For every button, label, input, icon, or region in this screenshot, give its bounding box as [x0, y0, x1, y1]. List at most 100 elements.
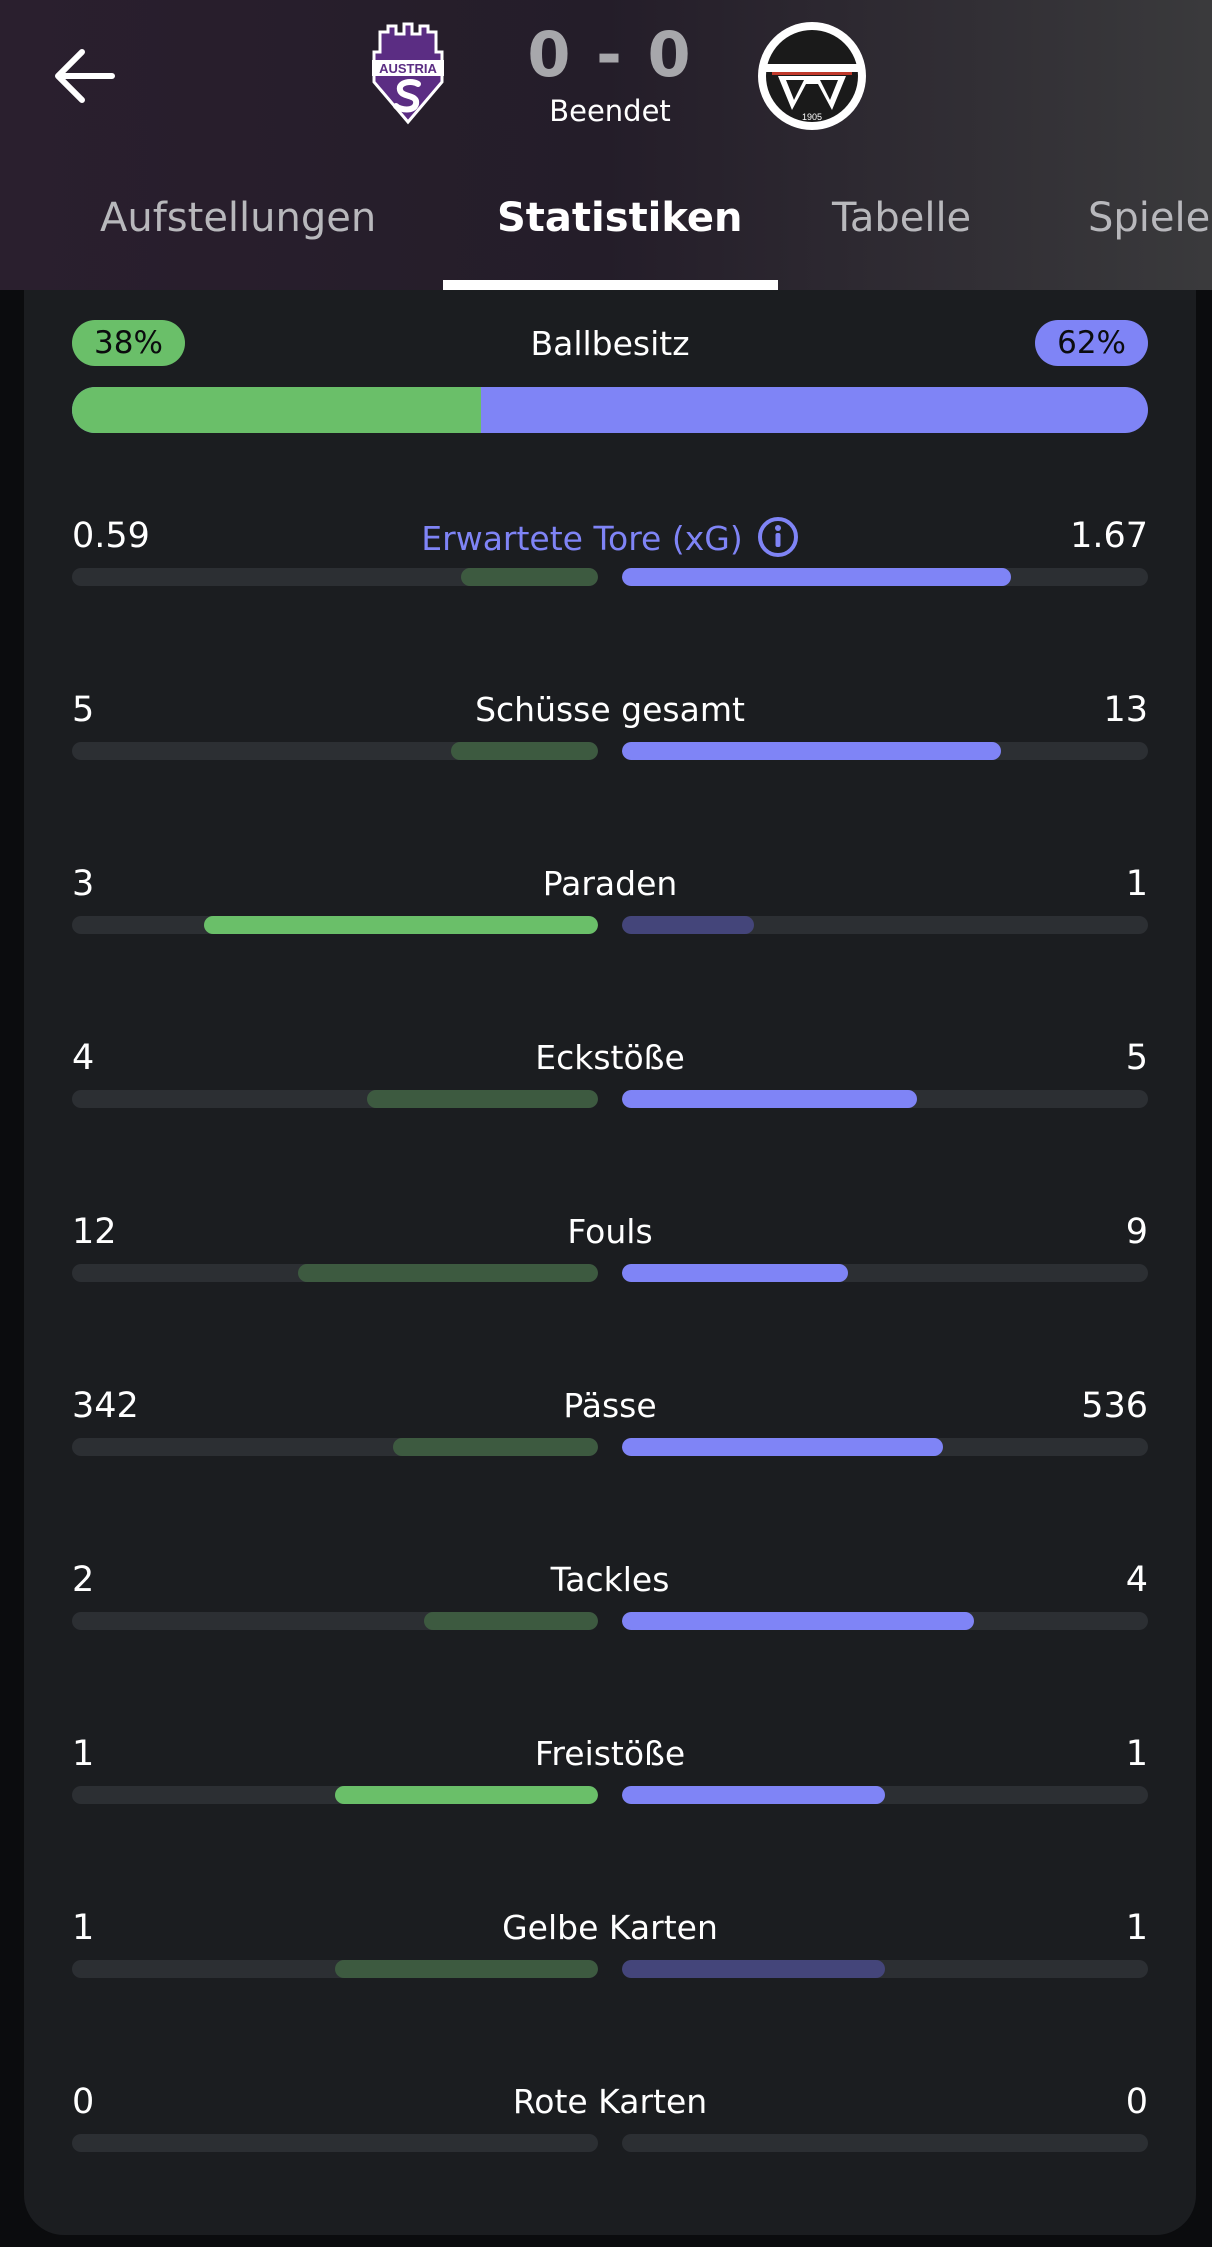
away-bar-track: [622, 742, 1148, 760]
home-bar-track: [72, 1438, 598, 1456]
away-value: 1: [1125, 864, 1148, 904]
away-value: 536: [1081, 1386, 1148, 1426]
stat-row: 1 Gelbe Karten 1: [72, 1908, 1148, 2028]
stat-label: Pässe: [72, 1386, 1148, 1425]
home-bar-track: [72, 1786, 598, 1804]
away-value: 1: [1125, 1908, 1148, 1948]
home-bar-track: [72, 568, 598, 586]
stat-label-text: Paraden: [542, 864, 678, 903]
stat-label: Schüsse gesamt: [72, 690, 1148, 729]
home-possession-fill: [72, 387, 481, 433]
away-team-logo[interactable]: 1905: [756, 20, 868, 132]
home-value: 2: [72, 1560, 95, 1600]
home-value: 1: [72, 1908, 95, 1948]
home-bar-track: [72, 1090, 598, 1108]
home-value: 4: [72, 1038, 95, 1078]
tab-spiele[interactable]: Spiele: [1088, 195, 1211, 241]
home-bar-track: [72, 2134, 598, 2152]
stat-label[interactable]: Erwartete Tore (xG): [72, 516, 1148, 558]
home-value: 342: [72, 1386, 139, 1426]
stat-label: Freistöße: [72, 1734, 1148, 1773]
away-possession-badge: 62%: [1035, 320, 1148, 366]
stat-label-text: Tackles: [550, 1560, 670, 1599]
home-value: 0.59: [72, 516, 150, 556]
stat-label: Gelbe Karten: [72, 1908, 1148, 1947]
away-value: 9: [1125, 1212, 1148, 1252]
away-bar-fill: [622, 916, 754, 934]
possession-row: 38% Ballbesitz 62%: [72, 316, 1148, 366]
home-bar-track: [72, 1612, 598, 1630]
away-bar-fill: [622, 1612, 975, 1630]
home-value: 5: [72, 690, 95, 730]
home-bar-fill: [392, 1438, 598, 1456]
stat-row: 2 Tackles 4: [72, 1560, 1148, 1680]
stat-label-text: Gelbe Karten: [502, 1908, 718, 1947]
tab-aufstellungen[interactable]: Aufstellungen: [100, 195, 377, 241]
stat-label: Tackles: [72, 1560, 1148, 1599]
stat-label-text: Freistöße: [534, 1734, 686, 1773]
stat-row: 4 Eckstöße 5: [72, 1038, 1148, 1158]
away-bar-fill: [622, 1264, 849, 1282]
tab-statistiken[interactable]: Statistiken: [497, 195, 743, 241]
away-value: 0: [1125, 2082, 1148, 2122]
away-bar-track: [622, 1612, 1148, 1630]
away-bar-fill: [622, 1786, 885, 1804]
home-bar-fill: [461, 568, 598, 586]
home-bar-track: [72, 1960, 598, 1978]
away-value: 5: [1125, 1038, 1148, 1078]
away-bar-track: [622, 1960, 1148, 1978]
away-bar-track: [622, 568, 1148, 586]
home-value: 12: [72, 1212, 117, 1252]
statistics-card: 38% Ballbesitz 62% 0.59 Erwartete Tore (x…: [24, 290, 1196, 2235]
stat-row: 0 Rote Karten 0: [72, 2082, 1148, 2202]
stat-row: 12 Fouls 9: [72, 1212, 1148, 1332]
stat-row: 342 Pässe 536: [72, 1386, 1148, 1506]
stat-label: Rote Karten: [72, 2082, 1148, 2121]
away-bar-track: [622, 1786, 1148, 1804]
home-value: 0: [72, 2082, 95, 2122]
away-value: 1: [1125, 1734, 1148, 1774]
stat-label-text: Erwartete Tore (xG): [421, 519, 743, 558]
home-bar-track: [72, 742, 598, 760]
home-bar-track: [72, 916, 598, 934]
stat-label-text: Rote Karten: [512, 2082, 708, 2121]
active-tab-indicator: [443, 280, 778, 290]
match-status: Beendet: [549, 94, 671, 128]
tab-bar: Aufstellungen Statistiken Tabelle Spiele: [0, 190, 1212, 290]
home-team-logo[interactable]: AUSTRIA: [368, 22, 448, 126]
svg-text:1905: 1905: [802, 112, 822, 122]
arrow-left-icon: [55, 49, 115, 103]
away-bar-track: [622, 1438, 1148, 1456]
info-icon[interactable]: [757, 516, 799, 558]
back-button[interactable]: [44, 36, 124, 116]
stat-row: 5 Schüsse gesamt 13: [72, 690, 1148, 810]
stat-row: 0.59 Erwartete Tore (xG) 1.67: [72, 516, 1148, 636]
away-bar-track: [622, 2134, 1148, 2152]
away-bar-track: [622, 1090, 1148, 1108]
home-bar-track: [72, 1264, 598, 1282]
stat-row: 1 Freistöße 1: [72, 1734, 1148, 1854]
away-bar-track: [622, 1264, 1148, 1282]
away-value: 1.67: [1070, 516, 1148, 556]
stat-label: Eckstöße: [72, 1038, 1148, 1077]
away-bar-fill: [622, 1090, 917, 1108]
stat-label-text: Eckstöße: [535, 1038, 685, 1077]
match-score: 0 - 0: [527, 18, 693, 91]
match-header: AUSTRIA 0 - 0 Beendet 1905 Aufstellungen…: [0, 0, 1212, 290]
away-value: 13: [1103, 690, 1148, 730]
home-bar-fill: [203, 916, 598, 934]
away-bar-fill: [622, 1438, 943, 1456]
home-possession-badge: 38%: [72, 320, 185, 366]
svg-text:AUSTRIA: AUSTRIA: [379, 61, 437, 76]
stat-label-text: Schüsse gesamt: [475, 690, 745, 729]
stat-label: Paraden: [72, 864, 1148, 903]
home-value: 3: [72, 864, 95, 904]
stat-label-text: Pässe: [563, 1386, 657, 1425]
stat-label-text: Fouls: [567, 1212, 653, 1251]
home-bar-fill: [424, 1612, 598, 1630]
tab-tabelle[interactable]: Tabelle: [832, 195, 972, 241]
home-value: 1: [72, 1734, 95, 1774]
away-value: 4: [1125, 1560, 1148, 1600]
home-bar-fill: [450, 742, 598, 760]
away-bar-fill: [622, 568, 1012, 586]
